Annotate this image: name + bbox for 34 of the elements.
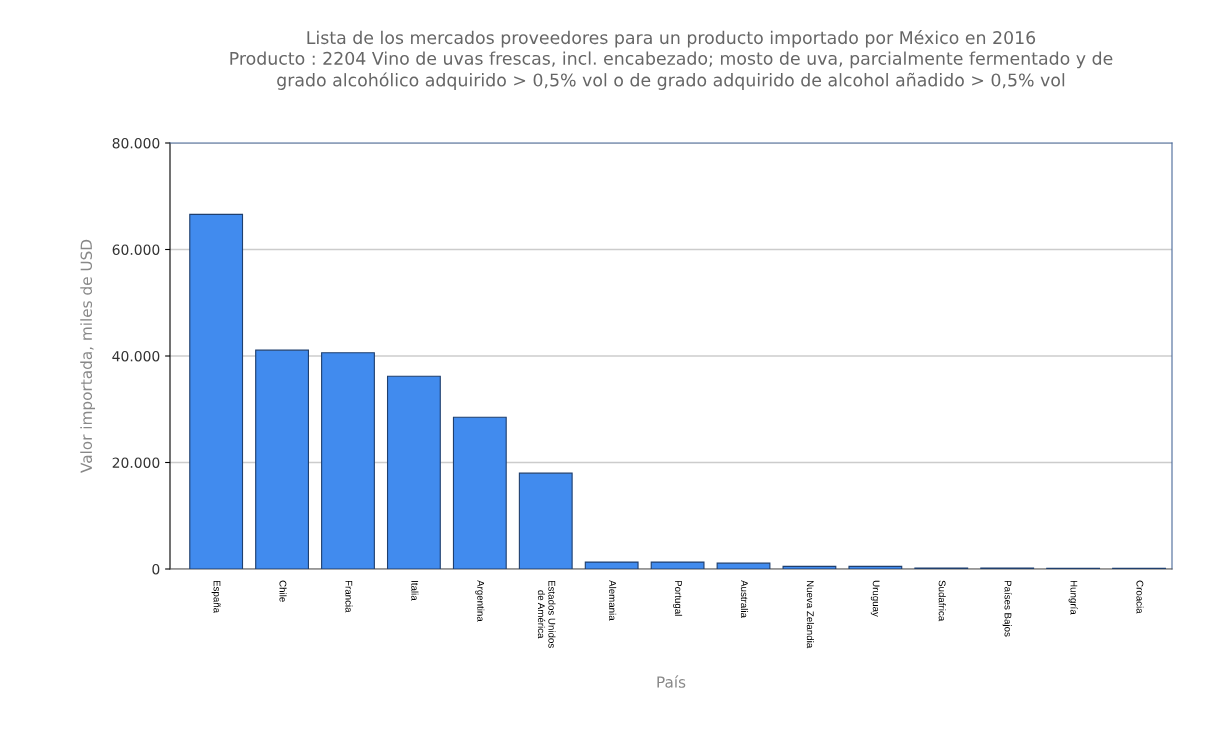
chart-title: Lista de los mercados proveedores para un producto importado por México en 2016 Producto : 2204 Vino de uvas frescas, incl. encabezado; mosto de uva, parcialmente fermentado y de grado alcohólico adquirido > 0,5% vol o de grado adquirido de alcohol añadido > 0,5% vol — [230, 30, 1113, 90]
bar — [650, 561, 705, 569]
x-axis-title: País — [657, 675, 686, 688]
x-tick-label: Italia — [411, 581, 419, 601]
bar — [782, 565, 837, 569]
bar — [848, 565, 903, 569]
y-axis-title: Valor importada, miles de USD — [80, 239, 96, 473]
x-tick-label: Sudafrica — [938, 580, 946, 622]
x-tick-label: Argentina — [475, 580, 485, 622]
x-tick-label: Uruguay — [870, 580, 880, 617]
y-tick-label: 60.000 — [112, 244, 160, 255]
x-tick-label: Nueva Zelandia — [806, 580, 814, 649]
x-tick-label: Francia — [345, 580, 353, 613]
bar — [452, 416, 507, 569]
x-tick-label: Australia — [740, 580, 749, 618]
x-tick-label: Alemania — [609, 580, 617, 621]
x-tick-label: Portugal — [673, 580, 683, 616]
bar — [321, 352, 375, 569]
y-tick-label: 0 — [152, 563, 160, 575]
bar — [189, 213, 244, 569]
y-tick-label: 40.000 — [112, 350, 160, 362]
y-tick-label: 20.000 — [112, 457, 160, 468]
bar — [255, 349, 309, 569]
x-tick-label: Países Bajos — [1002, 580, 1012, 637]
bar — [716, 562, 771, 569]
x-tick-label: Chile — [279, 580, 287, 602]
bar — [584, 561, 639, 569]
x-tick-label: Croacia — [1136, 580, 1144, 614]
x-tick-label: Estados Unidos de América — [537, 580, 556, 648]
bar — [518, 472, 573, 569]
x-tick-label: Hungría — [1068, 580, 1078, 615]
y-tick-label: 80.000 — [112, 137, 160, 149]
bar — [386, 375, 441, 569]
x-tick-label: España — [211, 580, 221, 614]
